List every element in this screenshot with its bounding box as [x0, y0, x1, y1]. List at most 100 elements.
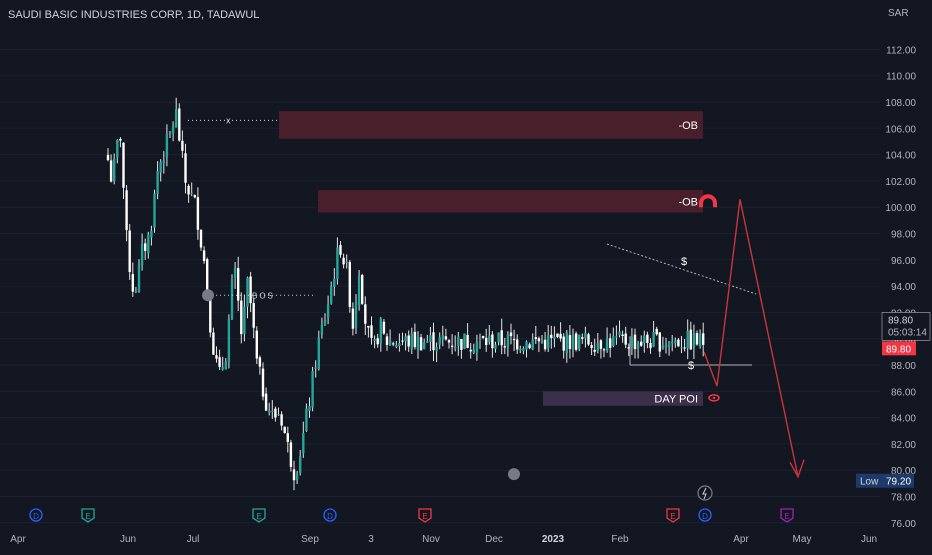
countdown-text: 05:03:14 [888, 327, 927, 338]
candle-up [243, 306, 246, 334]
candle-down [348, 261, 351, 307]
candle-down [556, 333, 559, 338]
candle-up [618, 331, 621, 336]
candle-down [683, 347, 686, 349]
candle-up [615, 336, 618, 338]
candle-up [320, 324, 324, 335]
candle-down [181, 140, 184, 151]
candle-down [587, 334, 590, 345]
candle-down [283, 426, 286, 433]
event-earnings: E [252, 508, 266, 523]
liquidity-label: $ [688, 360, 694, 372]
candle-down [649, 343, 652, 349]
candle-down [574, 333, 578, 350]
candle-down [361, 274, 364, 304]
candle-down [261, 368, 265, 397]
event-shape [252, 508, 266, 523]
candle-up [652, 332, 655, 347]
event-shape [323, 508, 337, 522]
candle-up [472, 349, 475, 353]
candle-up [584, 332, 587, 339]
candle-up [643, 335, 646, 343]
candle-up [674, 340, 677, 344]
candle-down [677, 339, 680, 347]
candle-up [506, 334, 510, 348]
candle-up [302, 432, 305, 454]
candle-down [599, 340, 603, 349]
candle-up [308, 406, 311, 411]
candle-down [351, 308, 355, 329]
last-price-box [881, 312, 931, 341]
candle-down [258, 357, 262, 367]
event-dividend: D [698, 508, 712, 522]
candle-down [339, 245, 342, 255]
y-tick-label: 80.00 [891, 466, 916, 477]
candle-up [134, 290, 138, 292]
candle-down [509, 332, 513, 337]
projection-arrowhead [789, 459, 805, 479]
zone-box [543, 391, 703, 406]
candle-up [165, 134, 169, 158]
candle-down [401, 340, 404, 342]
x-tick-label: 2023 [542, 534, 565, 545]
candle-up [159, 161, 162, 173]
candle-down [655, 328, 658, 335]
candles [106, 97, 705, 491]
candle-up [494, 344, 497, 349]
y-tick-label: 100.00 [885, 203, 916, 214]
candle-up [314, 367, 317, 369]
event-letter: D [327, 512, 333, 521]
candle-up [277, 414, 280, 416]
candle-down [255, 330, 258, 359]
candle-up [423, 342, 426, 349]
event-letter: E [670, 512, 675, 521]
candle-down [187, 185, 190, 195]
candle-up [295, 474, 299, 480]
candle-up [271, 410, 274, 412]
candle-up [454, 346, 457, 349]
candle-up [333, 279, 336, 287]
candle-down [568, 335, 572, 350]
candle-up [475, 341, 479, 353]
candle-up [227, 318, 231, 363]
magnet-shape [699, 194, 717, 208]
event-dividend: D [323, 508, 337, 522]
event-earnings: E [666, 508, 680, 523]
x-tick-label: Apr [733, 534, 749, 545]
candle-up [175, 109, 178, 128]
candle-up [305, 408, 308, 431]
candle-up [326, 304, 330, 318]
candle-down [212, 332, 215, 355]
candle-up [150, 230, 153, 238]
candle-down [392, 343, 395, 345]
event-earnings: E [780, 508, 794, 523]
x-tick-label: Jul [187, 534, 200, 545]
candle-up [547, 335, 550, 348]
candle-down [196, 197, 200, 230]
y-axis: 76.0078.0080.0082.0084.0086.0088.0090.00… [856, 45, 931, 530]
candle-down [376, 338, 379, 345]
candle-down [364, 304, 367, 324]
low-badge [856, 473, 914, 488]
candle-down [537, 338, 541, 342]
candle-down [128, 230, 131, 272]
candle-up [438, 337, 441, 345]
candle-up [330, 286, 333, 304]
zone-label: -OB [678, 196, 698, 208]
candle-down [460, 339, 463, 350]
projection-path [703, 199, 799, 477]
candle-up [478, 337, 482, 339]
candle-down [702, 333, 705, 345]
candle-down [289, 442, 293, 467]
candle-up [317, 337, 320, 370]
candle-down [193, 194, 196, 198]
candle-up [398, 343, 401, 347]
ob-zones: -OB -OB DAY POI [279, 111, 703, 406]
candle-up [578, 334, 581, 349]
y-tick-label: 78.00 [891, 493, 916, 504]
candle-down [516, 339, 519, 350]
liquidity-label: $ [681, 256, 687, 268]
candle-down [695, 333, 699, 345]
